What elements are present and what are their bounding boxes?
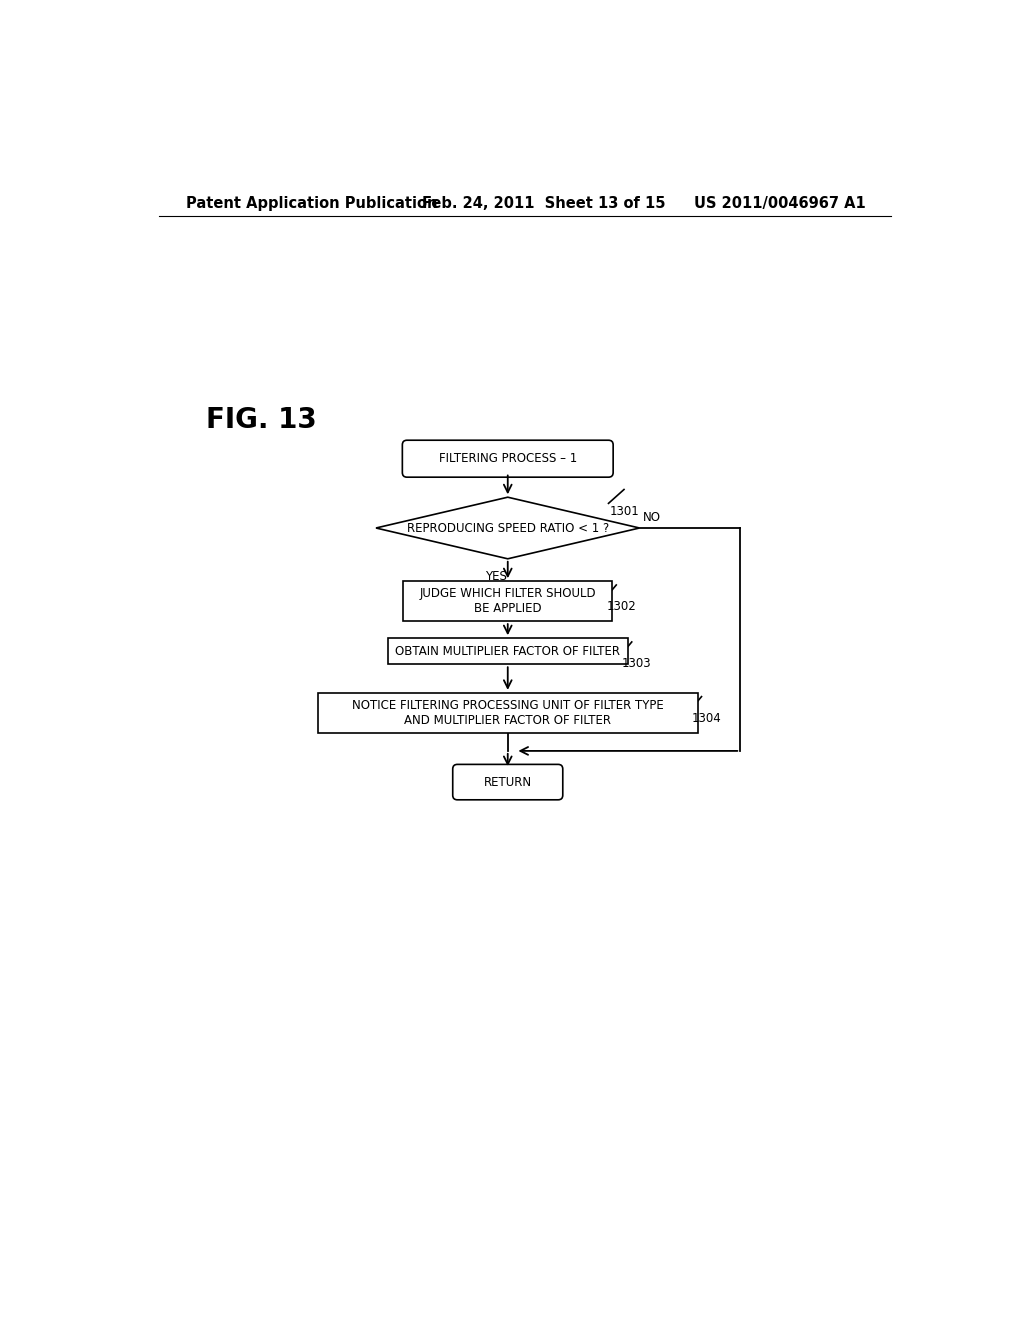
Bar	[403, 581, 612, 622]
Polygon shape	[376, 498, 640, 558]
Text: 1304: 1304	[691, 711, 721, 725]
Text: OBTAIN MULTIPLIER FACTOR OF FILTER: OBTAIN MULTIPLIER FACTOR OF FILTER	[395, 644, 621, 657]
Text: Patent Application Publication: Patent Application Publication	[186, 195, 437, 211]
Text: FIG. 13: FIG. 13	[206, 407, 316, 434]
FancyBboxPatch shape	[453, 764, 563, 800]
Text: 1303: 1303	[622, 657, 651, 671]
Text: US 2011/0046967 A1: US 2011/0046967 A1	[693, 195, 865, 211]
FancyBboxPatch shape	[402, 441, 613, 478]
Bar	[317, 693, 697, 733]
Text: Feb. 24, 2011  Sheet 13 of 15: Feb. 24, 2011 Sheet 13 of 15	[423, 195, 666, 211]
Text: 1302: 1302	[606, 601, 636, 614]
Text: NO: NO	[643, 511, 662, 524]
Text: 1301: 1301	[610, 506, 640, 517]
Text: NOTICE FILTERING PROCESSING UNIT OF FILTER TYPE
AND MULTIPLIER FACTOR OF FILTER: NOTICE FILTERING PROCESSING UNIT OF FILT…	[352, 698, 664, 727]
Text: RETURN: RETURN	[483, 776, 531, 788]
Text: YES: YES	[485, 570, 507, 583]
Bar	[388, 638, 628, 664]
Text: JUDGE WHICH FILTER SHOULD
BE APPLIED: JUDGE WHICH FILTER SHOULD BE APPLIED	[420, 587, 596, 615]
Text: REPRODUCING SPEED RATIO < 1 ?: REPRODUCING SPEED RATIO < 1 ?	[407, 521, 609, 535]
Text: FILTERING PROCESS – 1: FILTERING PROCESS – 1	[438, 453, 577, 465]
